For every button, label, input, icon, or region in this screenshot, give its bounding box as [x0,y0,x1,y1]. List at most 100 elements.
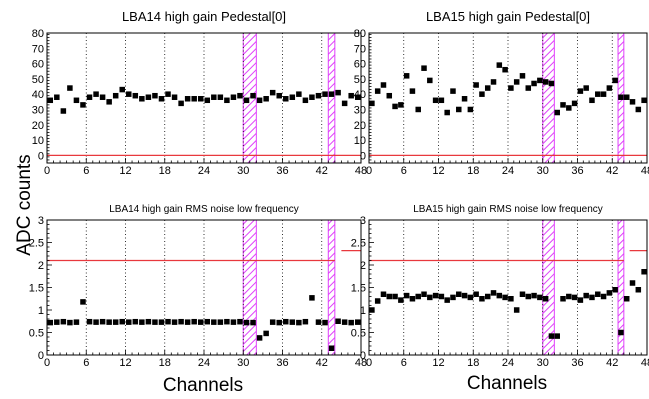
data-point [204,97,211,104]
x-tick-label: 12 [432,165,444,177]
data-point [560,296,566,302]
data-point [537,294,543,301]
data-point [473,291,479,297]
data-point [250,92,256,99]
hatched-region [327,32,336,164]
data-point [309,295,315,301]
data-point [386,293,393,300]
data-point [386,92,393,99]
y-tick-label: 20 [354,120,366,132]
data-point [80,299,86,305]
data-point [315,319,322,325]
data-point [427,294,433,301]
data-point [341,100,348,107]
x-tick-label: 18 [159,165,171,177]
data-point [629,280,636,286]
data-point [438,97,445,104]
data-point [204,318,211,325]
data-point [99,94,106,100]
y-tick-label: 0.5 [29,328,44,340]
data-point [508,85,514,91]
data-point [145,318,152,325]
data-point [217,94,224,100]
x-tick-label: 6 [401,165,407,177]
x-tick-label: 18 [467,357,479,369]
x-tick-label: 36 [571,165,583,177]
x-tick-label: 12 [432,357,444,369]
data-point [456,106,462,113]
data-point [369,307,375,313]
x-tick-label: 36 [571,357,583,369]
data-point [450,88,456,94]
chart-title: LBA14 high gain RMS noise low frequency [109,204,299,215]
data-point [606,290,613,296]
y-tick-label: 80 [354,28,366,40]
data-point [484,85,491,91]
data-point [119,318,125,325]
data-point [392,103,398,110]
data-point [145,94,152,100]
data-point [132,92,139,99]
data-point [554,109,560,116]
data-point [577,88,584,94]
data-point [243,319,250,326]
data-point [409,88,416,94]
data-point [479,91,485,97]
x-tick-label: 18 [467,165,479,177]
data-point [230,319,237,325]
data-point [600,91,607,97]
y-tick-label: 50 [354,74,366,86]
data-point [641,269,647,275]
x-tick-label: 48 [641,357,649,369]
x-tick-label: 24 [198,165,210,177]
x-tick-label: 30 [537,165,549,177]
x-tick-label: 48 [355,165,367,177]
x-tick-label: 30 [537,357,549,369]
data-point [623,94,630,100]
hatched-region [542,32,555,164]
data-point [606,85,613,91]
data-point [583,85,589,91]
x-tick-label: 48 [355,357,367,369]
data-point [490,79,497,85]
x-tick-label: 36 [276,165,288,177]
data-point [93,91,99,97]
y-tick-label: 0 [360,350,366,362]
y-tick-label: 3 [360,215,366,227]
data-point [289,94,296,100]
data-point [302,97,309,104]
data-point [525,293,532,300]
data-point [237,92,243,99]
data-point [502,66,508,73]
x-axis-label-right: Channels [467,373,547,394]
data-point [618,94,624,100]
data-point [80,102,86,108]
y-tick-label: 2.5 [351,238,366,250]
data-point [211,319,217,325]
data-point [276,319,282,326]
data-point [548,80,555,87]
data-point [537,77,543,84]
data-point [444,297,450,303]
data-point [269,89,276,96]
y-tick-label: 2.5 [29,238,44,250]
data-point [328,91,335,97]
data-point [415,293,421,300]
data-point [467,106,474,113]
data-point [612,77,618,84]
data-point [119,86,125,93]
data-point [139,319,145,325]
data-point [322,91,328,97]
x-tick-label: 36 [276,357,288,369]
data-point [490,290,497,296]
data-point [73,97,80,104]
data-point [629,99,636,105]
data-point [461,292,468,299]
data-point [341,319,348,325]
data-point [322,319,328,326]
data-point [276,92,282,99]
data-point [415,106,421,113]
data-point [54,319,60,325]
data-point [461,96,468,102]
data-point [392,293,398,300]
